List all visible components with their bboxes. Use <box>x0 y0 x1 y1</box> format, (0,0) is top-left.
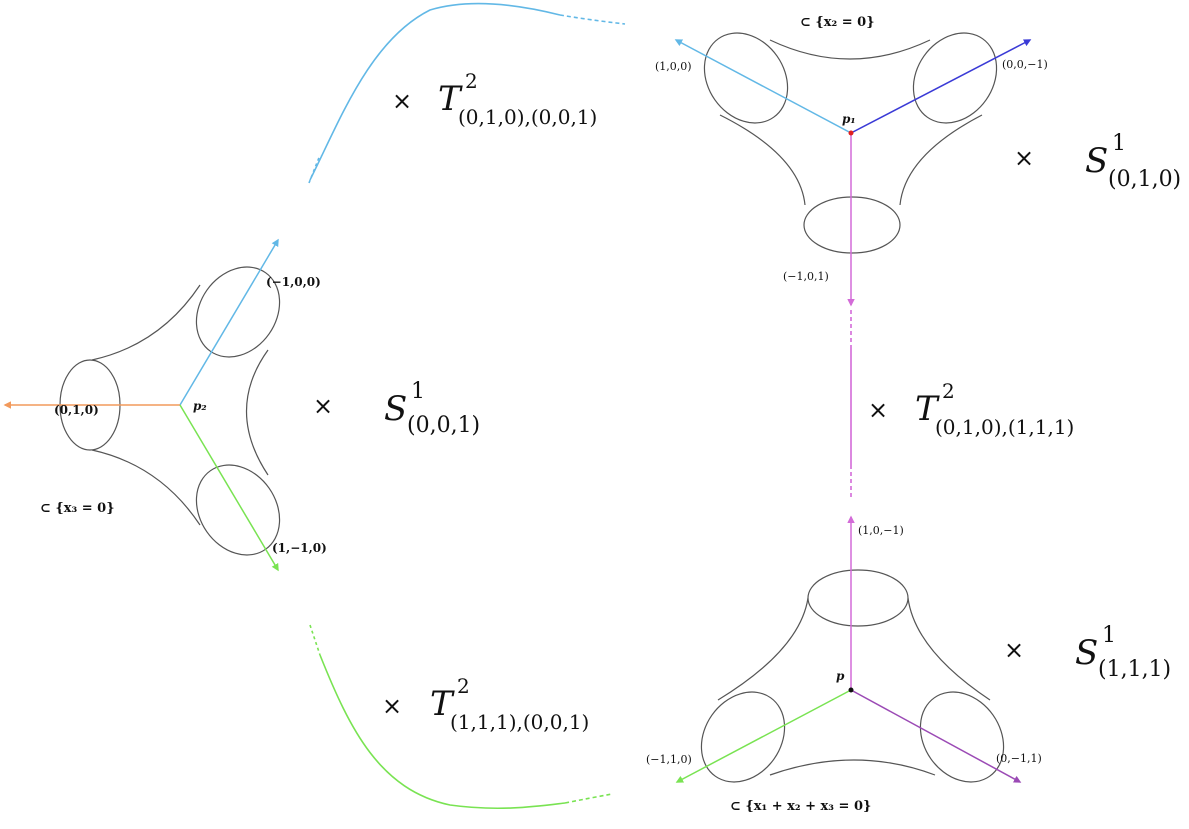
ray-label-0-0-neg1: (0,0,−1) <box>1002 58 1048 71</box>
ray-label-1-0-neg1: (1,0,−1) <box>858 524 904 537</box>
point-p-dot <box>848 687 854 693</box>
ray-label-1-neg1-0: (1,−1,0) <box>272 541 327 555</box>
factor-s1-111: × S 1 (1,1,1) <box>1004 623 1171 682</box>
edge-vertical: × T 2 (0,1,0),(1,1,1) <box>850 310 1074 500</box>
ray-label-0-neg1-1: (0,−1,1) <box>996 752 1042 765</box>
svg-text:×: × <box>1014 144 1034 172</box>
point-p-label: p <box>836 669 845 683</box>
factor-s1-001: × S 1 (0,0,1) <box>313 379 480 438</box>
pants-bottom-right-outline <box>700 569 1005 783</box>
svg-text:S: S <box>384 389 407 429</box>
edge-top: × T 2 (0,1,0),(0,0,1) <box>308 2 626 184</box>
pants-top-right: p₁ (1,0,0) (0,0,−1) (−1,0,1) ⊂ {x₂ = 0} … <box>655 15 1181 307</box>
point-p1-label: p₁ <box>842 112 856 126</box>
pants-left-outline <box>59 266 281 556</box>
subset-sum: ⊂ {x₁ + x₂ + x₃ = 0} <box>730 799 871 814</box>
subset-x3: ⊂ {x₃ = 0} <box>40 501 115 516</box>
svg-text:1: 1 <box>1102 623 1116 648</box>
svg-text:×: × <box>392 87 412 115</box>
svg-text:1: 1 <box>411 379 425 404</box>
ray-label-neg1-0-1: (−1,0,1) <box>783 270 829 283</box>
ray-top-right-right <box>850 39 1032 134</box>
factor-s1-010: × S 1 (0,1,0) <box>1014 131 1181 192</box>
svg-text:×: × <box>382 692 402 720</box>
pants-bottom-right: p (1,0,−1) (−1,1,0) (0,−1,1) ⊂ {x₁ + x₂ … <box>646 515 1171 814</box>
subset-x2: ⊂ {x₂ = 0} <box>800 15 875 30</box>
factor-t2-bottom: × T 2 (1,1,1),(0,0,1) <box>382 674 589 734</box>
ray-label-neg1-0-0: (−1,0,0) <box>266 275 321 289</box>
factor-t2-vertical: × T 2 (0,1,0),(1,1,1) <box>868 379 1074 439</box>
svg-text:S: S <box>1075 633 1098 673</box>
factor-t2-top: × T 2 (0,1,0),(0,0,1) <box>392 69 597 129</box>
svg-text:T: T <box>438 79 463 119</box>
ray-label-neg1-1-0: (−1,1,0) <box>646 753 692 766</box>
ray-left-up <box>179 238 279 406</box>
svg-text:(1,1,1),(0,0,1): (1,1,1),(0,0,1) <box>450 710 589 734</box>
svg-text:T: T <box>430 684 455 724</box>
svg-text:×: × <box>313 392 333 420</box>
pants-left: p₂ (−1,0,0) (0,1,0) (1,−1,0) ⊂ {x₃ = 0} … <box>3 238 480 572</box>
ray-left-down <box>179 404 279 572</box>
point-p2-label: p₂ <box>193 399 207 413</box>
pants-top-right-outline <box>703 32 998 254</box>
ray-label-0-1-0: (0,1,0) <box>54 403 99 417</box>
svg-text:(0,0,1): (0,0,1) <box>407 413 480 438</box>
svg-text:2: 2 <box>465 69 478 93</box>
svg-text:×: × <box>868 396 888 424</box>
svg-text:×: × <box>1004 636 1024 664</box>
svg-text:(0,1,0): (0,1,0) <box>1108 167 1181 192</box>
edge-bottom: × T 2 (1,1,1),(0,0,1) <box>309 624 613 810</box>
svg-text:(1,1,1): (1,1,1) <box>1098 657 1171 682</box>
point-p1-dot <box>848 130 854 136</box>
svg-text:T: T <box>915 389 940 429</box>
ray-bottom-right-right <box>850 689 1022 783</box>
svg-text:2: 2 <box>457 674 470 698</box>
svg-text:1: 1 <box>1112 131 1126 156</box>
svg-text:2: 2 <box>942 379 955 403</box>
ray-bottom-right-left <box>675 689 852 783</box>
ray-label-1-0-0: (1,0,0) <box>655 60 692 73</box>
svg-text:(0,1,0),(1,1,1): (0,1,0),(1,1,1) <box>935 415 1074 439</box>
ray-top-right-left <box>674 39 852 134</box>
svg-text:(0,1,0),(0,0,1): (0,1,0),(0,0,1) <box>458 105 597 129</box>
svg-text:S: S <box>1085 141 1108 181</box>
